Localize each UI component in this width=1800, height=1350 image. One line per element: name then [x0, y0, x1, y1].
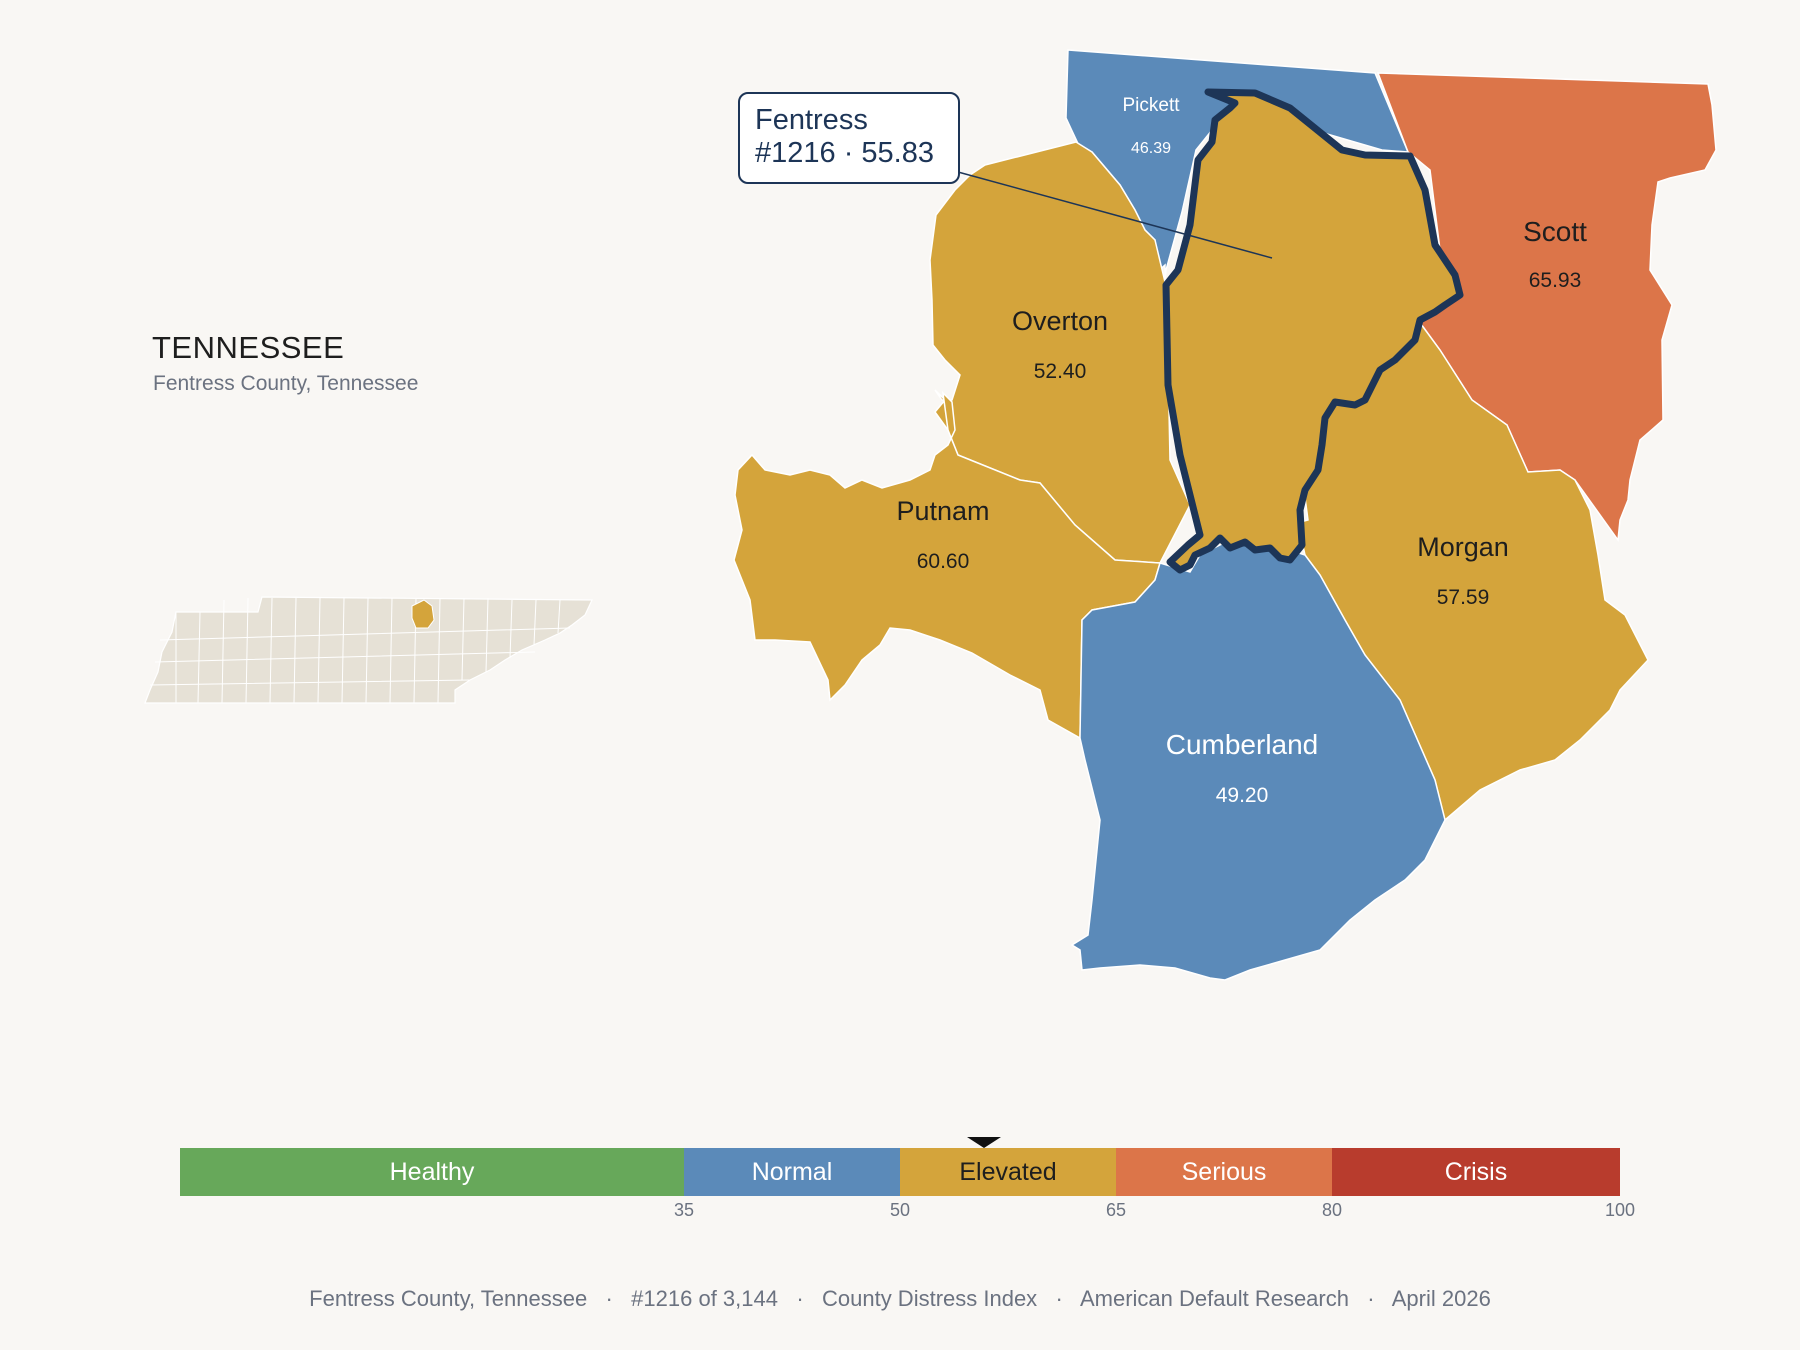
locator-inset-map — [144, 596, 593, 704]
tennessee-outline — [144, 596, 593, 704]
value-scott: 65.93 — [1529, 269, 1582, 292]
fentress-locator-marker — [411, 599, 435, 629]
value-cumberland: 49.20 — [1216, 784, 1269, 807]
value-pickett: 46.39 — [1131, 140, 1171, 157]
score-marker — [967, 1137, 1001, 1148]
value-overton: 52.40 — [1034, 360, 1087, 383]
footer-caption: Fentress County, Tennessee · #1216 of 3,… — [309, 1286, 1491, 1311]
fentress-callout: Fentress #1216 · 55.83 — [738, 92, 960, 184]
label-putnam: Putnam — [896, 496, 989, 526]
value-putnam: 60.60 — [917, 550, 970, 573]
callout-rank-score: #1216 · 55.83 — [755, 137, 934, 169]
county-cumberland[interactable] — [1070, 539, 1446, 981]
label-cumberland: Cumberland — [1166, 729, 1319, 760]
county-fentress[interactable] — [1162, 88, 1464, 574]
tennessee-county-grid — [149, 597, 571, 704]
state-title: TENNESSEE — [152, 330, 345, 365]
label-overton: Overton — [1012, 306, 1108, 336]
legend-serious: Serious — [1116, 1148, 1332, 1196]
legend-normal: Normal — [684, 1148, 900, 1196]
legend-healthy: Healthy — [180, 1148, 684, 1196]
label-morgan: Morgan — [1417, 532, 1509, 562]
legend-tick-35: 35 — [673, 1200, 695, 1220]
legend-crisis: Crisis — [1332, 1148, 1620, 1196]
legend-tick-100: 100 — [1604, 1200, 1636, 1220]
distress-legend: Healthy Normal Elevated Serious Crisis — [180, 1148, 1620, 1196]
callout-county-name: Fentress — [755, 104, 868, 136]
legend-elevated: Elevated — [900, 1148, 1116, 1196]
value-morgan: 57.59 — [1437, 586, 1490, 609]
label-scott: Scott — [1523, 216, 1587, 247]
label-pickett: Pickett — [1122, 95, 1180, 116]
callout-leader — [957, 171, 1273, 259]
state-subtitle: Fentress County, Tennessee — [153, 372, 419, 395]
legend-tick-65: 65 — [1105, 1200, 1127, 1220]
legend-tick-80: 80 — [1321, 1200, 1343, 1220]
legend-tick-50: 50 — [889, 1200, 911, 1220]
